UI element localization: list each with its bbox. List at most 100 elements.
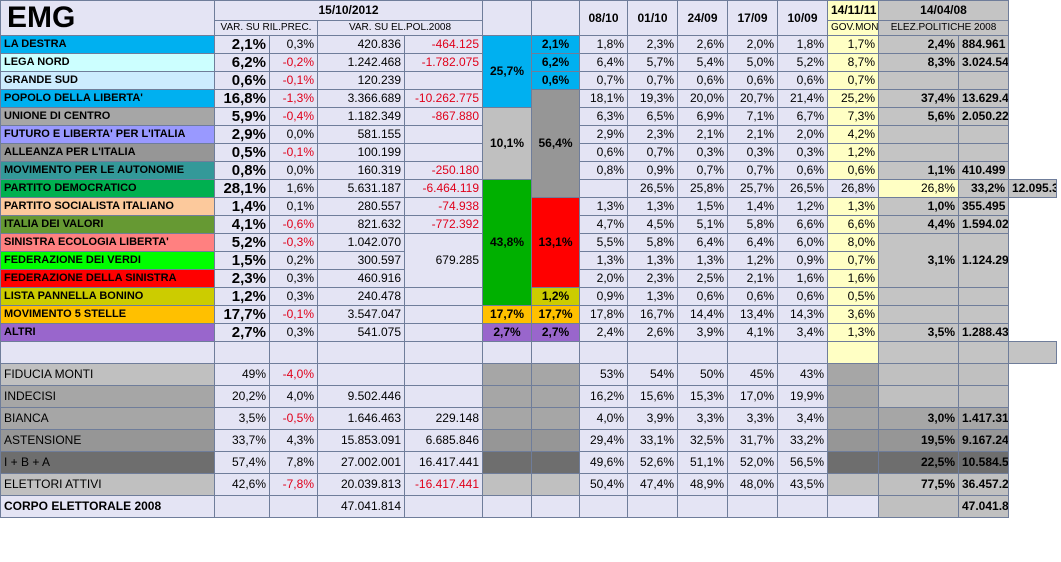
election-votes: 13.629.464 bbox=[958, 89, 1009, 108]
previous-poll-value: 0,6% bbox=[777, 161, 828, 180]
monti-value: 6,6% bbox=[827, 215, 879, 234]
previous-poll-value: 17,8% bbox=[579, 305, 628, 324]
previous-poll-value: 5,1% bbox=[677, 215, 728, 234]
previous-poll-value: 0,8% bbox=[579, 161, 628, 180]
summary-votes: 15.853.091 bbox=[317, 429, 405, 452]
current-pct: 5,2% bbox=[214, 233, 270, 252]
summary-current: 20,2% bbox=[214, 385, 270, 408]
spacer-cell bbox=[214, 341, 270, 364]
summary-previous-value bbox=[627, 495, 678, 518]
party-row: ALTRI 2,7% 0,3% 541.075 2,7% 2,7% 2,4% 2,6% 3,9%… bbox=[0, 323, 1057, 342]
summary-previous-value: 16,2% bbox=[579, 385, 628, 408]
current-pct: 2,1% bbox=[214, 35, 270, 54]
party-row: UNIONE DI CENTRO 5,9% -0,4% 1.182.349 -867.8… bbox=[0, 107, 1057, 180]
party-row: PARTITO DEMOCRATICO 28,1% 1,6% 5.631.187 -6.… bbox=[0, 179, 1057, 306]
summary-var-prev: -4,0% bbox=[269, 363, 318, 386]
summary-previous-value: 53% bbox=[579, 363, 628, 386]
monti-value: 1,6% bbox=[827, 269, 879, 288]
party-name: LEGA NORD bbox=[0, 53, 215, 72]
var-prev: -0,1% bbox=[269, 143, 318, 162]
election-pct: 4,4% bbox=[878, 215, 959, 234]
summary-election-pct bbox=[878, 385, 959, 408]
var-election: -464.125 bbox=[404, 35, 483, 54]
summary-previous-value bbox=[727, 495, 778, 518]
spacer-cell bbox=[404, 341, 483, 364]
previous-poll-value: 14,3% bbox=[777, 305, 828, 324]
previous-poll-value: 0,7% bbox=[579, 71, 628, 90]
previous-poll-value: 13,4% bbox=[727, 305, 778, 324]
votes: 240.478 bbox=[317, 287, 405, 306]
election-votes: 355.495 bbox=[958, 197, 1009, 216]
summary-votes: 20.039.813 bbox=[317, 473, 405, 496]
summary-row: FIDUCIA MONTI 49% -4,0% 53% 54% 50% 45% 43% bbox=[0, 363, 1057, 386]
summary-var-prev: 4,0% bbox=[269, 385, 318, 408]
party-name: POPOLO DELLA LIBERTA' bbox=[0, 89, 215, 108]
summary-group-a bbox=[482, 385, 532, 408]
votes: 100.199 bbox=[317, 143, 405, 162]
summary-monti bbox=[827, 363, 879, 386]
spacer-cell bbox=[579, 341, 628, 364]
var-election-merged: 679.285 bbox=[404, 233, 483, 288]
election-pct: 1,0% bbox=[878, 197, 959, 216]
spacer-cell bbox=[677, 341, 728, 364]
summary-group-a bbox=[482, 451, 532, 474]
election-votes bbox=[958, 125, 1009, 144]
monti-value: 1,3% bbox=[827, 197, 879, 216]
election-votes bbox=[958, 71, 1009, 90]
votes: 1.242.468 bbox=[317, 53, 405, 72]
election-votes bbox=[958, 287, 1009, 306]
party-name: FEDERAZIONE DEI VERDI bbox=[0, 251, 215, 270]
summary-previous-value: 51,1% bbox=[677, 451, 728, 474]
previous-poll-date: 10/09 bbox=[777, 0, 828, 36]
group-altri-pct: 2,7% bbox=[482, 323, 532, 342]
spacer-cell bbox=[531, 341, 580, 364]
previous-poll-value: 2,6% bbox=[677, 35, 728, 54]
previous-poll-value: 0,7% bbox=[677, 161, 728, 180]
summary-var-election: -16.417.441 bbox=[404, 473, 483, 496]
summary-group-a bbox=[482, 407, 532, 430]
summary-row: ELETTORI ATTIVI 42,6% -7,8% 20.039.813 -16.4… bbox=[0, 473, 1057, 496]
previous-poll-value: 1,3% bbox=[579, 251, 628, 270]
summary-previous-value bbox=[777, 495, 828, 518]
summary-previous-value: 47,4% bbox=[627, 473, 678, 496]
summary-previous-value: 31,7% bbox=[727, 429, 778, 452]
votes: 541.075 bbox=[317, 323, 405, 342]
var-election: -6.464.119 bbox=[404, 179, 483, 198]
summary-previous-value: 3,3% bbox=[727, 407, 778, 430]
summary-row: CORPO ELETTORALE 2008 47.041.814 47.041.81… bbox=[0, 495, 1057, 518]
election-votes bbox=[958, 143, 1009, 162]
current-pct: 17,7% bbox=[214, 305, 270, 324]
party-name: ITALIA DEI VALORI bbox=[0, 215, 215, 234]
previous-poll-date: 24/09 bbox=[677, 0, 728, 36]
monti-value: 3,6% bbox=[827, 305, 879, 324]
party-row: MOVIMENTO 5 STELLE 17,7% -0,1% 3.547.047 17,… bbox=[0, 305, 1057, 324]
summary-group-b bbox=[531, 363, 580, 386]
previous-poll-value: 1,2% bbox=[727, 251, 778, 270]
summary-label: FIDUCIA MONTI bbox=[0, 363, 215, 386]
election-pct bbox=[878, 143, 959, 162]
votes: 5.631.187 bbox=[317, 179, 405, 198]
var-election: -772.392 bbox=[404, 215, 483, 234]
previous-poll-value: 1,4% bbox=[727, 197, 778, 216]
previous-poll-value: 0,3% bbox=[677, 143, 728, 162]
previous-poll-value: 21,4% bbox=[777, 89, 828, 108]
summary-previous-value: 48,0% bbox=[727, 473, 778, 496]
current-pct: 1,4% bbox=[214, 197, 270, 216]
summary-group-b bbox=[531, 473, 580, 496]
party-name: SINISTRA ECOLOGIA LIBERTA' bbox=[0, 233, 215, 252]
votes: 581.155 bbox=[317, 125, 405, 144]
party-name: UNIONE DI CENTRO bbox=[0, 107, 215, 126]
var-election-header: VAR. SU EL.POL.2008 bbox=[317, 20, 483, 36]
previous-poll-value: 0,9% bbox=[579, 287, 628, 306]
previous-poll-value: 0,3% bbox=[777, 143, 828, 162]
var-election bbox=[404, 305, 483, 324]
summary-current bbox=[214, 495, 270, 518]
previous-poll-value: 2,3% bbox=[627, 125, 678, 144]
previous-poll-value: 6,0% bbox=[777, 233, 828, 252]
spacer-cell bbox=[727, 341, 778, 364]
summary-label: I + B + A bbox=[0, 451, 215, 474]
party-row: PARTITO SOCIALISTA ITALIANO 1,4% 0,1% 280.5… bbox=[0, 197, 1057, 288]
previous-poll-value: 6,4% bbox=[579, 53, 628, 72]
party-name: PARTITO SOCIALISTA ITALIANO bbox=[0, 197, 215, 216]
summary-var-prev: -7,8% bbox=[269, 473, 318, 496]
